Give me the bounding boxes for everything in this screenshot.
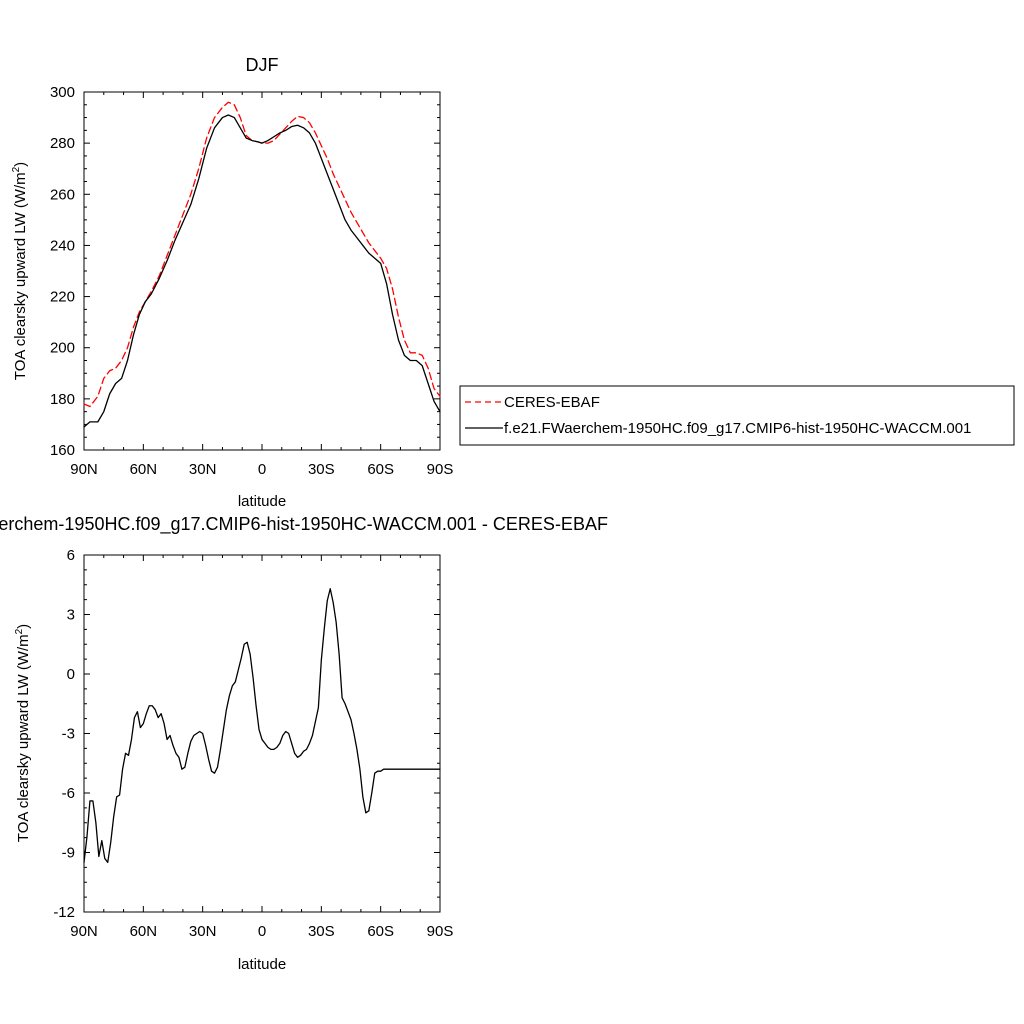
x-tick-label: 90N xyxy=(70,461,98,478)
x-tick-label: 30N xyxy=(189,923,217,940)
series-line-0-1 xyxy=(83,114,441,428)
y-tick-label: -9 xyxy=(62,845,75,862)
x-tick-label: 30S xyxy=(308,923,335,940)
chart-title-bottom: f.e21.FWaerchem-1950HC.f09_g17.CMIP6-his… xyxy=(0,514,608,535)
legend-label-model: f.e21.FWaerchem-1950HC.f09_g17.CMIP6-his… xyxy=(504,420,971,437)
y-axis-label-bottom-suffix: ) xyxy=(15,624,32,629)
y-tick-label: 260 xyxy=(50,186,75,203)
series-line-0-0 xyxy=(83,101,441,408)
y-axis-label-top: TOA clearsky upward LW (W/m2) xyxy=(11,162,29,380)
panel-top: DJF 90N 60N 30N 0 30S 60S 90S 160 180 200 220 240 26… xyxy=(11,55,1015,510)
axis-ticks-top: 90N 60N 30N 0 30S 60S 90S 160 180 200 220 240 260 280… xyxy=(50,84,453,478)
x-tick-label: 60S xyxy=(367,923,394,940)
legend-label-ceres: CERES-EBAF xyxy=(504,394,600,411)
y-axis-label-top-sup: 2 xyxy=(11,166,22,172)
x-tick-label: 30S xyxy=(308,461,335,478)
x-tick-label: 60N xyxy=(130,923,158,940)
y-tick-label: -3 xyxy=(62,726,75,743)
y-tick-label: 180 xyxy=(50,391,75,408)
x-tick-label: 60N xyxy=(130,461,158,478)
plot-frame-bottom xyxy=(83,554,441,913)
x-tick-label: 0 xyxy=(258,923,266,940)
y-axis-label-top-main: TOA clearsky upward LW (W/m xyxy=(12,172,29,380)
legend-box xyxy=(459,385,1015,446)
series-line-1-0 xyxy=(83,588,441,864)
y-tick-label: 280 xyxy=(50,135,75,152)
y-axis-label-bottom-main: TOA clearsky upward LW (W/m xyxy=(15,634,32,842)
chart-title-top: DJF xyxy=(246,55,279,75)
x-axis-label-top: latitude xyxy=(238,493,286,510)
y-axis-label-top-suffix: ) xyxy=(12,162,29,167)
x-tick-label: 0 xyxy=(258,461,266,478)
x-tick-label: 60S xyxy=(367,461,394,478)
x-axis-label-bottom: latitude xyxy=(238,956,286,973)
y-tick-label: 220 xyxy=(50,289,75,306)
y-tick-label: 3 xyxy=(67,607,75,624)
x-tick-label: 30N xyxy=(189,461,217,478)
panel-bottom: f.e21.FWaerchem-1950HC.f09_g17.CMIP6-his… xyxy=(0,514,608,973)
y-tick-label: 200 xyxy=(50,340,75,357)
y-tick-label: -12 xyxy=(53,904,75,921)
series-group-top xyxy=(83,101,441,428)
plot-frame-top xyxy=(83,91,441,451)
y-tick-label: 160 xyxy=(50,442,75,459)
x-tick-label: 90S xyxy=(427,923,454,940)
y-axis-label-bottom: TOA clearsky upward LW (W/m2) xyxy=(14,624,32,842)
x-tick-label: 90S xyxy=(427,461,454,478)
y-axis-label-bottom-sup: 2 xyxy=(14,628,25,634)
series-group-bottom xyxy=(83,588,441,864)
y-tick-label: -6 xyxy=(62,785,75,802)
axis-ticks-bottom: 90N 60N 30N 0 30S 60S 90S -12 -9 -6 -3 0 3 6 xyxy=(53,547,453,940)
y-tick-label: 6 xyxy=(67,547,75,564)
x-tick-label: 90N xyxy=(70,923,98,940)
legend: CERES-EBAF f.e21.FWaerchem-1950HC.f09_g1… xyxy=(459,385,1015,446)
y-tick-label: 240 xyxy=(50,237,75,254)
y-tick-label: 300 xyxy=(50,84,75,101)
y-tick-label: 0 xyxy=(67,666,75,683)
